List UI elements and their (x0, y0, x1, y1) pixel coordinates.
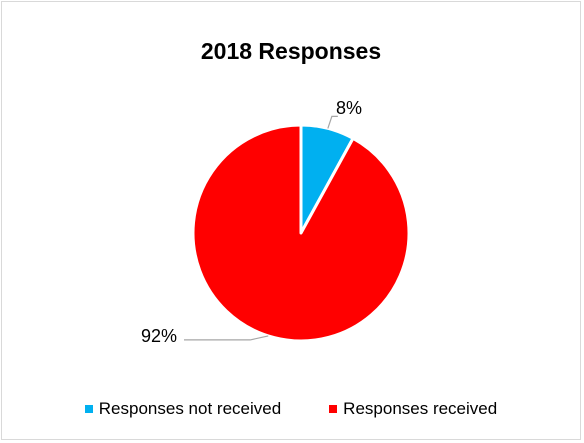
legend-label-responses-not-received: Responses not received (98, 399, 282, 418)
legend-swatch-responses-not-received (84, 405, 93, 413)
leader-line-responses-not-received (327, 115, 338, 129)
legend-swatch-responses-received (329, 405, 338, 413)
chart-title: 2018 Responses (200, 38, 382, 64)
legend: Responses not received Responses receive… (2, 399, 580, 419)
legend-item-responses-not-received: Responses not received (84, 399, 282, 419)
legend-label-responses-received: Responses received (343, 399, 498, 418)
leader-line-responses-received (184, 335, 269, 341)
pie-slice-responses-received (191, 123, 411, 343)
legend-item-responses-received: Responses received (329, 399, 497, 419)
data-label-responses-received: 92% (141, 326, 177, 346)
data-label-responses-not-received: 8% (336, 98, 362, 118)
